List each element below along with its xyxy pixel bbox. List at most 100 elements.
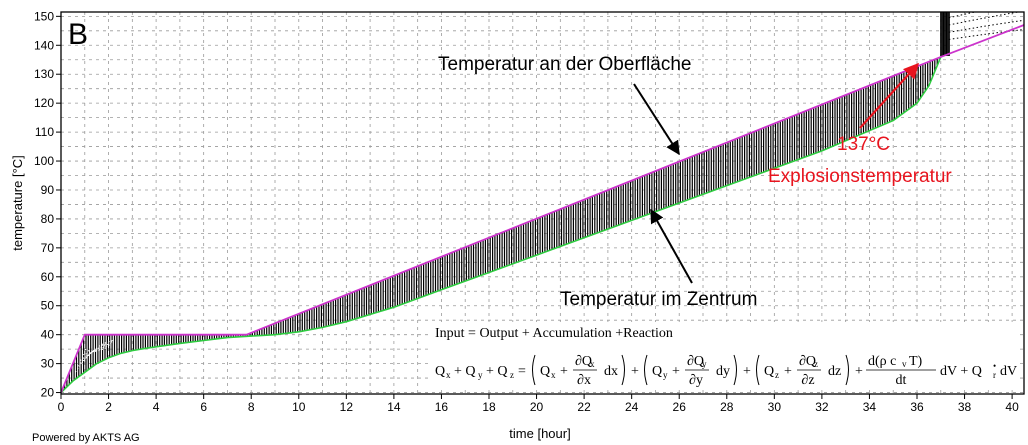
x-tick-label: 26 — [673, 400, 687, 414]
fraction-denominator: ∂x — [577, 373, 591, 388]
y-tick-label: 140 — [34, 38, 54, 52]
equation-term: y — [478, 370, 483, 380]
panel-label: B — [68, 18, 88, 51]
runaway-spike — [940, 12, 950, 56]
y-tick-label: 20 — [41, 386, 55, 400]
equation-term: x — [551, 370, 556, 380]
post-explosion-trace — [948, 19, 1024, 33]
x-tick-label: 30 — [768, 400, 782, 414]
surface-annotation: Temperatur an der Oberfläche — [438, 54, 691, 75]
accumulation-numerator: d(ρ c — [868, 354, 896, 369]
x-tick-label: 24 — [625, 400, 639, 414]
equation-term: + — [855, 364, 863, 379]
post-explosion-trace — [948, 12, 978, 19]
open-paren — [532, 354, 536, 386]
fraction-numerator-sub: y — [702, 359, 707, 369]
equation-term: Q — [652, 364, 662, 379]
x-tick-label: 10 — [292, 400, 306, 414]
x-axis: 0 2 4 6 8 10 12 14 16 18 20 22 24 26 28 30 32 34 36 38 40 — [58, 394, 1019, 414]
y-tick-label: 100 — [34, 154, 54, 168]
fraction-numerator: ∂Q — [575, 354, 592, 369]
equation-line-1: Input = Output + Accumulation +Reaction — [435, 326, 673, 341]
x-tick-label: 40 — [1005, 400, 1019, 414]
plot-frame — [60, 11, 1025, 395]
equation-term: Q — [435, 364, 445, 379]
explosion-value: 137°C — [837, 134, 890, 155]
fraction-numerator-sub: z — [814, 359, 818, 369]
equation-term: + — [631, 364, 639, 379]
equation-term: r — [993, 370, 996, 380]
y-tick-label: 60 — [41, 270, 55, 284]
equation-term: dV + Q — [940, 364, 982, 379]
equation-term: • — [993, 361, 996, 371]
y-tick-label: 110 — [35, 125, 54, 139]
equation-background — [428, 322, 1020, 390]
y-tick-label: 80 — [41, 212, 55, 226]
equation-term: dx — [604, 364, 618, 379]
x-tick-label: 18 — [482, 400, 496, 414]
y-axis-title: temperature [°C] — [10, 155, 25, 251]
explosion-label: Explosionstemperatur — [768, 166, 952, 187]
equation-term: y — [663, 370, 668, 380]
y-tick-label: 40 — [41, 328, 55, 342]
x-tick-label: 28 — [720, 400, 734, 414]
center-annotation: Temperatur im Zentrum — [560, 289, 757, 310]
transient-trace — [84, 345, 109, 352]
surface-line — [61, 24, 1024, 393]
fraction-numerator-sub: x — [590, 359, 595, 369]
x-tick-label: 8 — [248, 400, 255, 414]
transient-trace — [77, 341, 113, 367]
x-tick-label: 36 — [910, 400, 924, 414]
y-tick-label: 30 — [41, 357, 55, 371]
fraction-numerator: ∂Q — [799, 354, 816, 369]
x-tick-label: 32 — [815, 400, 829, 414]
fraction-numerator: ∂Q — [687, 354, 704, 369]
post-explosion-trace — [948, 29, 1024, 40]
transient-trace — [74, 340, 114, 373]
series-lines — [61, 12, 1024, 394]
equation-term: + — [672, 364, 680, 379]
x-tick-label: 14 — [387, 400, 401, 414]
accumulation-denominator: dt — [896, 373, 907, 388]
x-tick-label: 0 — [58, 400, 65, 414]
close-paren — [733, 354, 737, 386]
x-tick-label: 4 — [153, 400, 160, 414]
equation-term: dy — [716, 364, 730, 379]
equation-term: = — [518, 364, 526, 379]
x-tick-label: 38 — [958, 400, 972, 414]
x-axis-title: time [hour] — [509, 426, 570, 441]
equation-block: Input = Output + Accumulation +Reaction … — [428, 322, 1020, 390]
equation-term: Q — [764, 364, 774, 379]
y-tick-label: 70 — [41, 241, 55, 255]
transient-trace — [79, 342, 112, 362]
close-paren — [621, 354, 625, 386]
equation-term: + — [784, 364, 792, 379]
equation-term: + — [743, 364, 751, 379]
accumulation-numerator-sub: v — [902, 359, 907, 369]
y-tick-label: 50 — [41, 299, 55, 313]
y-tick-label: 90 — [41, 183, 55, 197]
equation-term: + Q — [486, 364, 508, 379]
center-line — [61, 56, 942, 394]
equation-term: Q — [540, 364, 550, 379]
equation-term: dV — [1000, 364, 1017, 379]
fraction-denominator: ∂z — [801, 373, 814, 388]
close-paren — [845, 354, 849, 386]
equation-term: z — [510, 370, 514, 380]
equation-term: z — [775, 370, 779, 380]
x-tick-label: 34 — [863, 400, 877, 414]
equation-term: x — [446, 370, 451, 380]
center-arrow — [650, 208, 693, 284]
y-tick-label: 120 — [34, 96, 54, 110]
x-tick-label: 20 — [530, 400, 544, 414]
y-tick-label: 150 — [34, 9, 54, 23]
x-tick-label: 22 — [577, 400, 591, 414]
x-tick-label: 16 — [435, 400, 449, 414]
open-paren — [644, 354, 648, 386]
x-tick-label: 2 — [105, 400, 112, 414]
x-tick-label: 6 — [200, 400, 207, 414]
post-explosion-trace — [948, 12, 1022, 26]
fraction-denominator: ∂y — [689, 373, 703, 388]
